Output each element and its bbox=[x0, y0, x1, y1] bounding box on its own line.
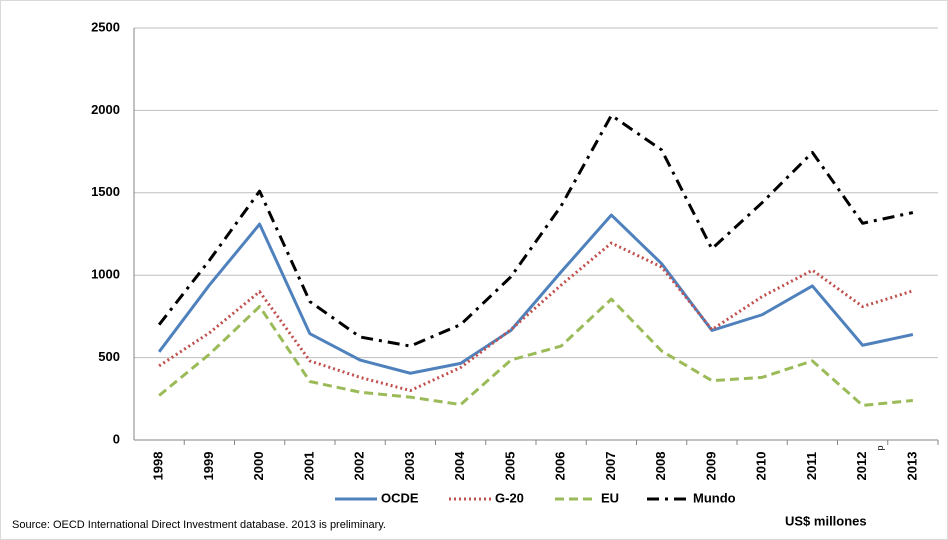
source-note: Source: OECD International Direct Invest… bbox=[12, 519, 386, 531]
x-tick-label: 1999 bbox=[201, 452, 216, 481]
legend-label: Mundo bbox=[693, 490, 736, 505]
x-tick-label: 2005 bbox=[502, 452, 517, 481]
y-tick-label: 500 bbox=[98, 349, 120, 364]
x-tick-label: 2003 bbox=[402, 452, 417, 481]
x-tick-label: 2013 bbox=[904, 452, 919, 481]
x-tick-label: 2012 bbox=[854, 452, 869, 481]
legend-label: G-20 bbox=[495, 490, 524, 505]
x-tick-label: 2004 bbox=[452, 451, 467, 481]
unit-label: US$ millones bbox=[785, 513, 867, 528]
x-tick-label: 1998 bbox=[151, 452, 166, 481]
series-line bbox=[157, 213, 914, 375]
x-tick-label: 2010 bbox=[754, 452, 769, 481]
series-line bbox=[157, 113, 914, 348]
y-tick-label: 2500 bbox=[91, 19, 120, 34]
legend-label: OCDE bbox=[381, 490, 419, 505]
x-tick-label: 2009 bbox=[703, 452, 718, 481]
y-tick-label: 1000 bbox=[91, 267, 120, 282]
legend-label: EU bbox=[601, 490, 619, 505]
x-tick-label: 2000 bbox=[251, 452, 266, 481]
x-tick-label: 2001 bbox=[301, 452, 316, 481]
y-tick-label: 1500 bbox=[91, 184, 120, 199]
x-tick-label: 2011 bbox=[804, 452, 819, 480]
x-tick-label: 2006 bbox=[553, 452, 568, 481]
x-tick-label: 2007 bbox=[603, 452, 618, 481]
category-note: p bbox=[875, 445, 885, 450]
x-tick-label: 2008 bbox=[653, 452, 668, 481]
y-tick-label: 0 bbox=[113, 431, 120, 446]
series-line bbox=[158, 297, 914, 407]
x-tick-label: 2002 bbox=[352, 452, 367, 481]
series-line bbox=[158, 241, 914, 393]
y-tick-label: 2000 bbox=[91, 102, 120, 117]
